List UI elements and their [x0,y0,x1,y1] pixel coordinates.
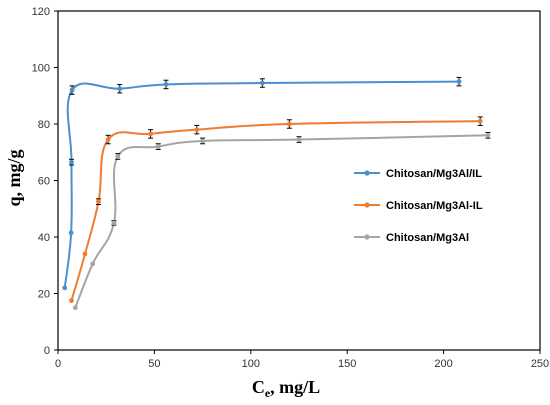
x-axis-title-subscript: e [265,386,271,400]
data-point [194,127,200,133]
data-point [96,199,101,205]
data-point [69,159,74,165]
legend-entry-3: Chitosan/Mg3Al [354,232,469,244]
data-point [296,137,302,142]
y-tick-label: 60 [38,176,50,188]
data-point [68,230,74,236]
data-point [259,80,265,86]
x-tick-label: 150 [338,358,356,370]
data-point [286,121,292,127]
data-point [90,261,96,267]
data-point [115,154,121,159]
data-point [69,87,75,93]
data-point [69,298,74,303]
plot-area-border [57,10,541,351]
y-axis-title: q, mg/g [4,149,24,206]
legend-entry-2: Chitosan/Mg3Al-IL [354,200,483,212]
y-tick-label: 40 [38,232,50,244]
legend-label: Chitosan/Mg3Al/IL [386,168,482,180]
series-line [63,80,460,288]
legend-swatch-marker [364,234,370,240]
x-tick-label: 200 [434,358,452,370]
legend-entry-1: Chitosan/Mg3Al/IL [354,168,482,180]
legend-label: Chitosan/Mg3Al [386,232,469,244]
x-tick-label: 0 [55,358,61,370]
data-point [82,251,88,257]
legend-swatch-marker [364,202,370,208]
data-point [456,79,462,85]
series-3 [72,131,491,311]
y-tick-label: 120 [32,6,50,18]
y-tick-label: 0 [44,345,50,357]
data-point [111,220,117,226]
y-tick-label: 100 [32,63,50,75]
data-point [105,137,111,142]
legend-label: Chitosan/Mg3Al-IL [386,200,483,212]
x-axis-title: Ce, mg/L [252,377,320,400]
data-point [148,131,153,137]
y-tick-label: 80 [38,119,50,131]
series-line [70,120,481,301]
x-axis-title-main: C [252,377,265,397]
data-point [163,82,169,87]
series-2 [69,116,483,303]
y-tick-label: 20 [38,289,50,301]
x-tick-label: 250 [531,358,549,370]
data-point [117,86,123,92]
data-point [62,285,68,291]
x-tick-label: 50 [148,358,160,370]
series-1 [62,76,462,291]
series-line [74,134,488,308]
x-axis-title-unit: , mg/L [270,377,320,397]
x-tick-label: 100 [242,358,260,370]
data-point [155,144,161,150]
data-point [477,118,483,124]
legend-swatch-marker [364,170,370,176]
data-point [485,132,491,138]
data-point [200,138,206,144]
data-point [72,305,78,311]
